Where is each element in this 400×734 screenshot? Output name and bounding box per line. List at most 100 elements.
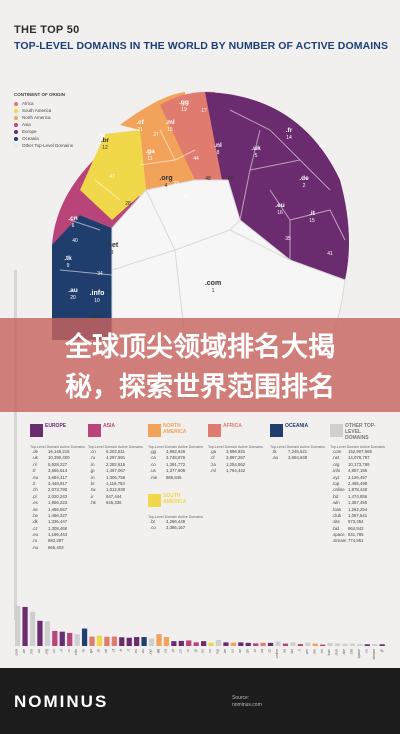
region-color-swatch-icon [148, 494, 161, 507]
row-active-domains: 2,282,615 [106, 461, 126, 467]
region-color-swatch-icon [30, 424, 43, 437]
legend-item: North America [14, 115, 94, 120]
bar-label: .ca [164, 649, 168, 654]
bar [267, 642, 274, 646]
wheel-small-number: 34 [97, 271, 103, 277]
bar [22, 606, 28, 646]
table-row: .me 986,845 [148, 475, 208, 481]
region-name: OCEANIA [285, 423, 309, 429]
table-row: .loan 1,262,254 [330, 507, 390, 513]
row-active-domains: 1,336,447 [48, 519, 68, 525]
bar [223, 642, 229, 646]
header-title: TOP-LEVEL DOMAINS IN THE WORLD BY NUMBER… [14, 40, 389, 52]
table-row: .se 1,456,557 [30, 507, 90, 513]
column-header-tld: Top-Level Domain [148, 445, 177, 449]
row-tld: .dk [32, 519, 38, 525]
table-row: .win 1,357,450 [330, 500, 390, 506]
bar [74, 634, 80, 646]
column-header-tld: Top-Level Domain [330, 445, 359, 449]
bar-label: .nl [59, 649, 63, 653]
row-tld: .fr [32, 468, 36, 474]
legend-item: Oceania [14, 136, 94, 141]
wheel-cell-tld: .uk [251, 145, 261, 152]
row-tld: .br [150, 519, 156, 524]
bar [364, 644, 370, 646]
wheel-small-number: 47 [109, 174, 115, 180]
table-row: .ru 4,297,591 [88, 455, 148, 461]
region-table: OTHER TOP-LEVEL DOMAINS Top-Level Domain A… [330, 423, 390, 545]
bar-label: .fr [119, 648, 123, 652]
row-tld: .ru [32, 538, 38, 544]
bar [178, 640, 184, 646]
row-active-domains: 3,448,817 [48, 480, 68, 486]
row-tld: .se [32, 506, 38, 512]
wheel-cell-rank: 12 [102, 145, 108, 151]
legend-item: Africa [14, 101, 94, 106]
row-tld: .nl [32, 461, 37, 467]
region-name: NORTH AMERICA [163, 423, 187, 435]
table-row: .in 2,282,615 [88, 462, 148, 468]
bar-label: .ga [89, 649, 93, 654]
row-active-domains: 1,956,223 [48, 500, 68, 506]
bar [96, 635, 103, 646]
sector-oceania [52, 215, 112, 340]
row-tld: .top [332, 480, 340, 486]
bar [44, 621, 50, 646]
bar-label: .tk [82, 649, 86, 653]
bar [148, 638, 155, 646]
row-tld: .ch [32, 487, 38, 493]
row-active-domains: 3,694,648 [288, 455, 308, 461]
table-row: .ir 847,444 [88, 494, 148, 500]
table-row: .tk 7,245,521 [270, 449, 330, 455]
column-header-tld: Top-Level Domain [270, 445, 299, 449]
row-tld: .space [332, 532, 345, 538]
row-tld: .eu [32, 532, 38, 538]
row-active-domains: 1,456,557 [48, 506, 68, 512]
legend-label: Oceania [22, 136, 39, 141]
row-tld: .info [332, 468, 341, 474]
region-tables: EUROPE Top-Level Domain Active Domains .de 1… [30, 423, 392, 594]
row-tld: .site [332, 519, 340, 525]
sector-europe [205, 92, 349, 280]
row-tld: .uk [32, 455, 38, 461]
wheel-cell-rank: 15 [309, 218, 315, 224]
bar [372, 644, 378, 646]
table-row: .xyz 3,126,457 [330, 475, 390, 481]
bar-label: .com [15, 649, 19, 657]
bar [201, 641, 207, 646]
row-active-domains: 1,196,444 [48, 532, 68, 538]
bar-label: .net [30, 649, 34, 655]
legend-title: CONTINENT OF ORIGIN [14, 92, 65, 97]
wheel-cell-tld: .ml [165, 119, 175, 126]
table-row: .biz 1,474,856 [330, 494, 390, 500]
region-column-headers: Top-Level Domain Active Domains [148, 515, 208, 519]
wheel-cell-tld: .gg [179, 99, 189, 106]
region-table: ASIA Top-Level Domain Active Domains .cn 6,2… [88, 423, 148, 507]
row-tld: .xyz [332, 474, 340, 480]
wheel-small-number: 39 [227, 176, 233, 182]
row-active-domains: 4,857,155 [348, 468, 368, 474]
region-table: AFRICA Top-Level Domain Active Domains .ga 3… [208, 423, 268, 475]
wheel-cell-rank: 19 [181, 107, 187, 113]
row-active-domains: 3,386,167 [166, 525, 186, 531]
table-row: .ru 882,287 [30, 538, 90, 544]
row-tld: .co [150, 525, 156, 531]
wheel-cell-tld: .it [309, 210, 316, 217]
row-tld: .de [32, 449, 38, 454]
source-label: Source: [232, 695, 250, 701]
row-tld: .club [332, 512, 342, 518]
wheel-small-number: 17 [201, 108, 207, 114]
row-active-domains: 1,308,468 [48, 525, 68, 531]
row-active-domains: 3,897,267 [226, 455, 246, 461]
table-row: .stream 774,851 [330, 538, 390, 544]
bar-label: .ir [297, 648, 301, 652]
wheel-cell-rank: 6 [72, 223, 75, 229]
table-row: .eu 1,196,444 [30, 532, 90, 538]
wheel-cell-rank: 15 [167, 127, 173, 133]
bar [238, 642, 244, 646]
column-header-active: Active Domains [300, 445, 325, 449]
legend-label: Asia [22, 122, 31, 127]
row-active-domains: 6,202,811 [106, 449, 125, 454]
row-active-domains: 3,684,417 [48, 474, 68, 480]
row-active-domains: 10,173,769 [348, 461, 370, 467]
